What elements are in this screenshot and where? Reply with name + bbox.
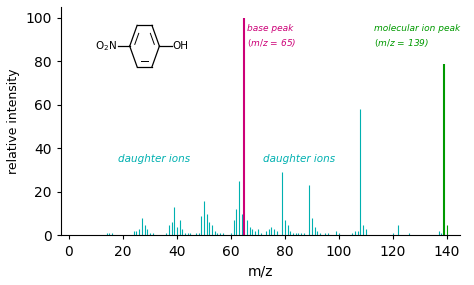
Text: $\mathsf{O_2N}$: $\mathsf{O_2N}$ bbox=[95, 39, 117, 53]
Text: OH: OH bbox=[173, 41, 188, 51]
Text: daughter ions: daughter ions bbox=[263, 154, 336, 164]
Text: daughter ions: daughter ions bbox=[118, 154, 190, 164]
Y-axis label: relative intensity: relative intensity bbox=[7, 68, 20, 174]
Text: molecular ion peak
$(m/z$ = 139): molecular ion peak $(m/z$ = 139) bbox=[374, 24, 460, 49]
Text: base peak
$(m/z$ = 65): base peak $(m/z$ = 65) bbox=[247, 24, 296, 49]
X-axis label: m/z: m/z bbox=[248, 264, 273, 278]
